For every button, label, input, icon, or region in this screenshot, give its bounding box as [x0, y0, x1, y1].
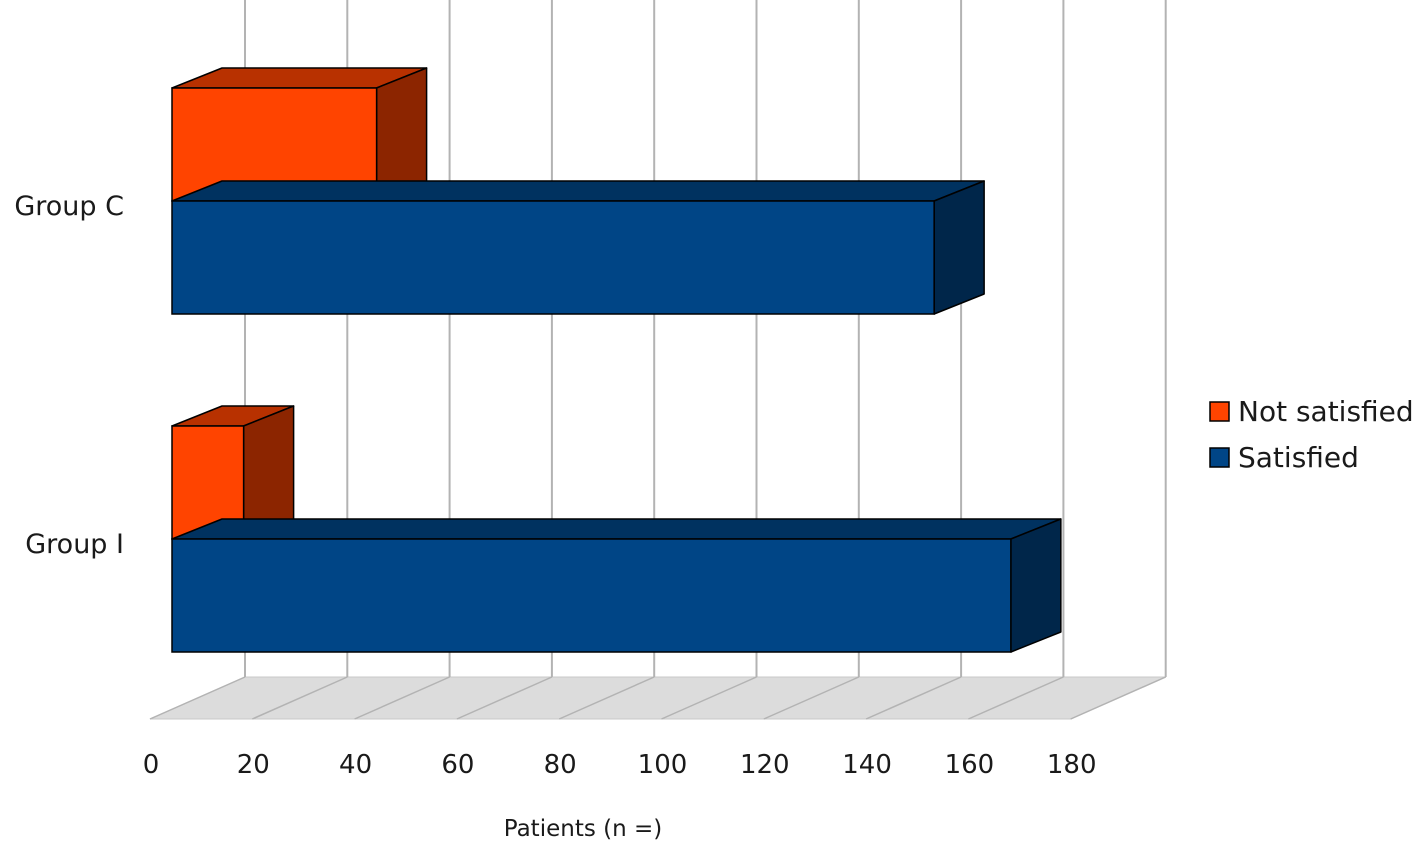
- floor-gridline-80: [558, 676, 655, 720]
- x-tick-label-40: 40: [339, 750, 372, 780]
- legend-swatch: [1209, 447, 1230, 468]
- legend: Not satisfied Satisfied: [1209, 395, 1414, 474]
- chart-floor: [149, 676, 1166, 720]
- x-tick-label-0: 0: [143, 750, 160, 780]
- legend-label: Satisfied: [1238, 441, 1359, 474]
- floor-gridline-40: [354, 676, 450, 720]
- floor-gridline-180: [1070, 676, 1167, 720]
- x-tick-label-120: 120: [740, 750, 790, 780]
- category-label-group-c: Group C: [14, 191, 124, 222]
- category-label-group-i: Group I: [25, 529, 124, 560]
- category-labels: Group C Group I: [14, 191, 124, 560]
- bar-group-c-satisfied: [171, 180, 985, 315]
- bars: [171, 67, 1062, 653]
- floor-gridline-100: [661, 676, 757, 720]
- floor-gridline-140: [865, 676, 962, 720]
- x-tick-label-20: 20: [237, 750, 270, 780]
- legend-label: Not satisfied: [1238, 395, 1414, 428]
- floor-plane: [149, 676, 1166, 720]
- legend-swatch: [1209, 401, 1230, 422]
- x-axis-label: Patients (n =): [504, 816, 662, 842]
- floor-gridline-20: [251, 676, 348, 720]
- x-tick-label-140: 140: [842, 750, 892, 780]
- x-tick-label-180: 180: [1047, 750, 1097, 780]
- floor-gridline-0: [149, 676, 246, 720]
- floor-gridline-60: [456, 676, 553, 720]
- floor-gridline-160: [968, 676, 1064, 720]
- x-tick-label-100: 100: [638, 750, 688, 780]
- floor-gridline-120: [763, 676, 860, 720]
- x-tick-labels: 0 20 40 60 80 100 120 140 160 180: [143, 750, 1097, 780]
- x-tick-label-160: 160: [945, 750, 995, 780]
- legend-item-not-satisfied: Not satisfied: [1209, 395, 1414, 428]
- x-tick-label-60: 60: [441, 750, 474, 780]
- bar-group-i-satisfied: [171, 518, 1062, 653]
- x-tick-label-80: 80: [544, 750, 577, 780]
- legend-item-satisfied: Satisfied: [1209, 441, 1359, 474]
